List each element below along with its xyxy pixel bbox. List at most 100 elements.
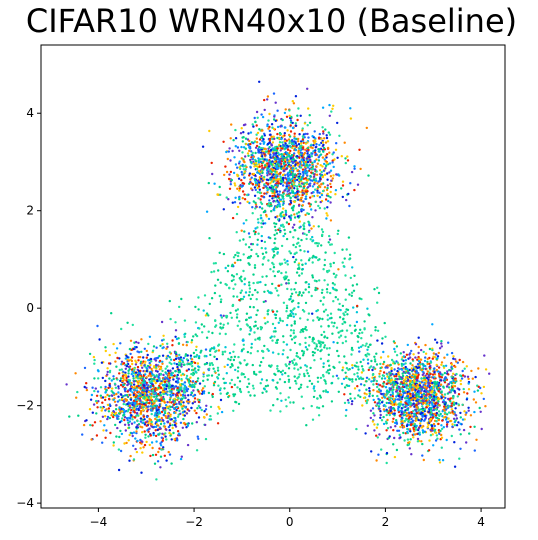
scatter-point: [382, 382, 385, 385]
scatter-point: [128, 347, 132, 351]
scatter-point: [268, 194, 272, 198]
scatter-point: [127, 382, 130, 386]
scatter-point: [144, 403, 147, 407]
scatter-point: [309, 366, 312, 370]
scatter-point: [369, 409, 373, 412]
scatter-point: [437, 390, 440, 393]
scatter-point: [257, 221, 260, 224]
scatter-point: [411, 384, 415, 387]
scatter-point: [315, 143, 318, 146]
scatter-point: [428, 439, 431, 442]
scatter-point: [341, 248, 344, 251]
scatter-point: [434, 439, 438, 442]
scatter-point: [203, 363, 207, 366]
scatter-point: [126, 356, 129, 359]
scatter-point: [385, 413, 388, 417]
scatter-point: [216, 422, 220, 425]
scatter-point: [321, 317, 324, 321]
scatter-point: [179, 457, 183, 461]
scatter-point: [415, 370, 418, 373]
scatter-point: [366, 358, 370, 361]
scatter-point: [123, 416, 127, 419]
scatter-point: [431, 429, 434, 432]
scatter-point: [252, 306, 255, 309]
scatter-point: [284, 176, 287, 180]
scatter-point: [272, 176, 276, 180]
scatter-point: [160, 398, 163, 402]
scatter-point: [307, 283, 311, 286]
scatter-point: [178, 370, 182, 374]
scatter-point: [255, 137, 258, 140]
scatter-point: [118, 368, 122, 372]
scatter-point: [395, 419, 398, 422]
scatter-point: [347, 401, 350, 404]
scatter-point: [415, 395, 418, 398]
scatter-point: [438, 432, 441, 435]
scatter-point: [408, 380, 411, 383]
scatter-point: [166, 342, 169, 345]
scatter-point: [358, 148, 361, 151]
scatter-point: [224, 165, 227, 168]
scatter-point: [260, 216, 263, 220]
scatter-point: [350, 402, 354, 406]
scatter-point: [200, 408, 203, 412]
scatter-point: [396, 429, 399, 432]
scatter-point: [115, 435, 118, 438]
scatter-point: [406, 390, 409, 394]
scatter-point: [447, 411, 451, 414]
scatter-point: [343, 141, 346, 144]
scatter-point: [110, 394, 113, 397]
scatter-point: [299, 149, 302, 152]
scatter-point: [306, 348, 309, 351]
scatter-point: [197, 416, 201, 419]
scatter-point: [440, 446, 443, 449]
scatter-point: [317, 159, 321, 162]
scatter-point: [412, 353, 415, 356]
scatter-point: [426, 360, 429, 364]
scatter-point: [204, 423, 207, 427]
scatter-point: [85, 419, 88, 422]
scatter-point: [300, 208, 303, 211]
scatter-point: [99, 406, 102, 409]
scatter-point: [255, 205, 258, 208]
scatter-point: [197, 368, 200, 372]
scatter-point: [249, 142, 252, 146]
scatter-point: [438, 403, 441, 407]
scatter-point: [258, 191, 261, 194]
scatter-point: [270, 163, 273, 166]
scatter-point: [419, 363, 422, 366]
scatter-point: [373, 366, 376, 370]
scatter-point: [435, 386, 438, 389]
scatter-point: [450, 375, 453, 379]
scatter-point: [326, 146, 330, 150]
scatter-point: [275, 152, 278, 155]
scatter-point: [116, 417, 119, 420]
scatter-point: [271, 190, 275, 193]
scatter-point: [290, 288, 293, 291]
scatter-point: [475, 438, 478, 441]
scatter-point: [272, 270, 275, 273]
scatter-point: [222, 208, 225, 211]
scatter-point: [150, 420, 153, 424]
scatter-point: [164, 432, 167, 435]
scatter-point: [290, 214, 293, 217]
scatter-point: [126, 390, 129, 393]
scatter-point: [255, 167, 259, 171]
scatter-point: [314, 179, 318, 182]
scatter-point: [396, 389, 399, 392]
scatter-point: [295, 212, 299, 215]
scatter-point: [243, 193, 246, 196]
scatter-point: [268, 146, 271, 149]
scatter-point: [458, 358, 461, 362]
scatter-point: [171, 426, 174, 430]
scatter-point: [105, 388, 108, 392]
scatter-point: [223, 387, 226, 390]
scatter-point: [295, 161, 298, 164]
scatter-point: [185, 344, 188, 347]
scatter-point: [188, 409, 191, 412]
scatter-point: [234, 368, 237, 372]
scatter-point: [196, 435, 199, 438]
scatter-point: [370, 380, 373, 383]
scatter-point: [353, 167, 356, 170]
scatter-point: [469, 414, 473, 417]
